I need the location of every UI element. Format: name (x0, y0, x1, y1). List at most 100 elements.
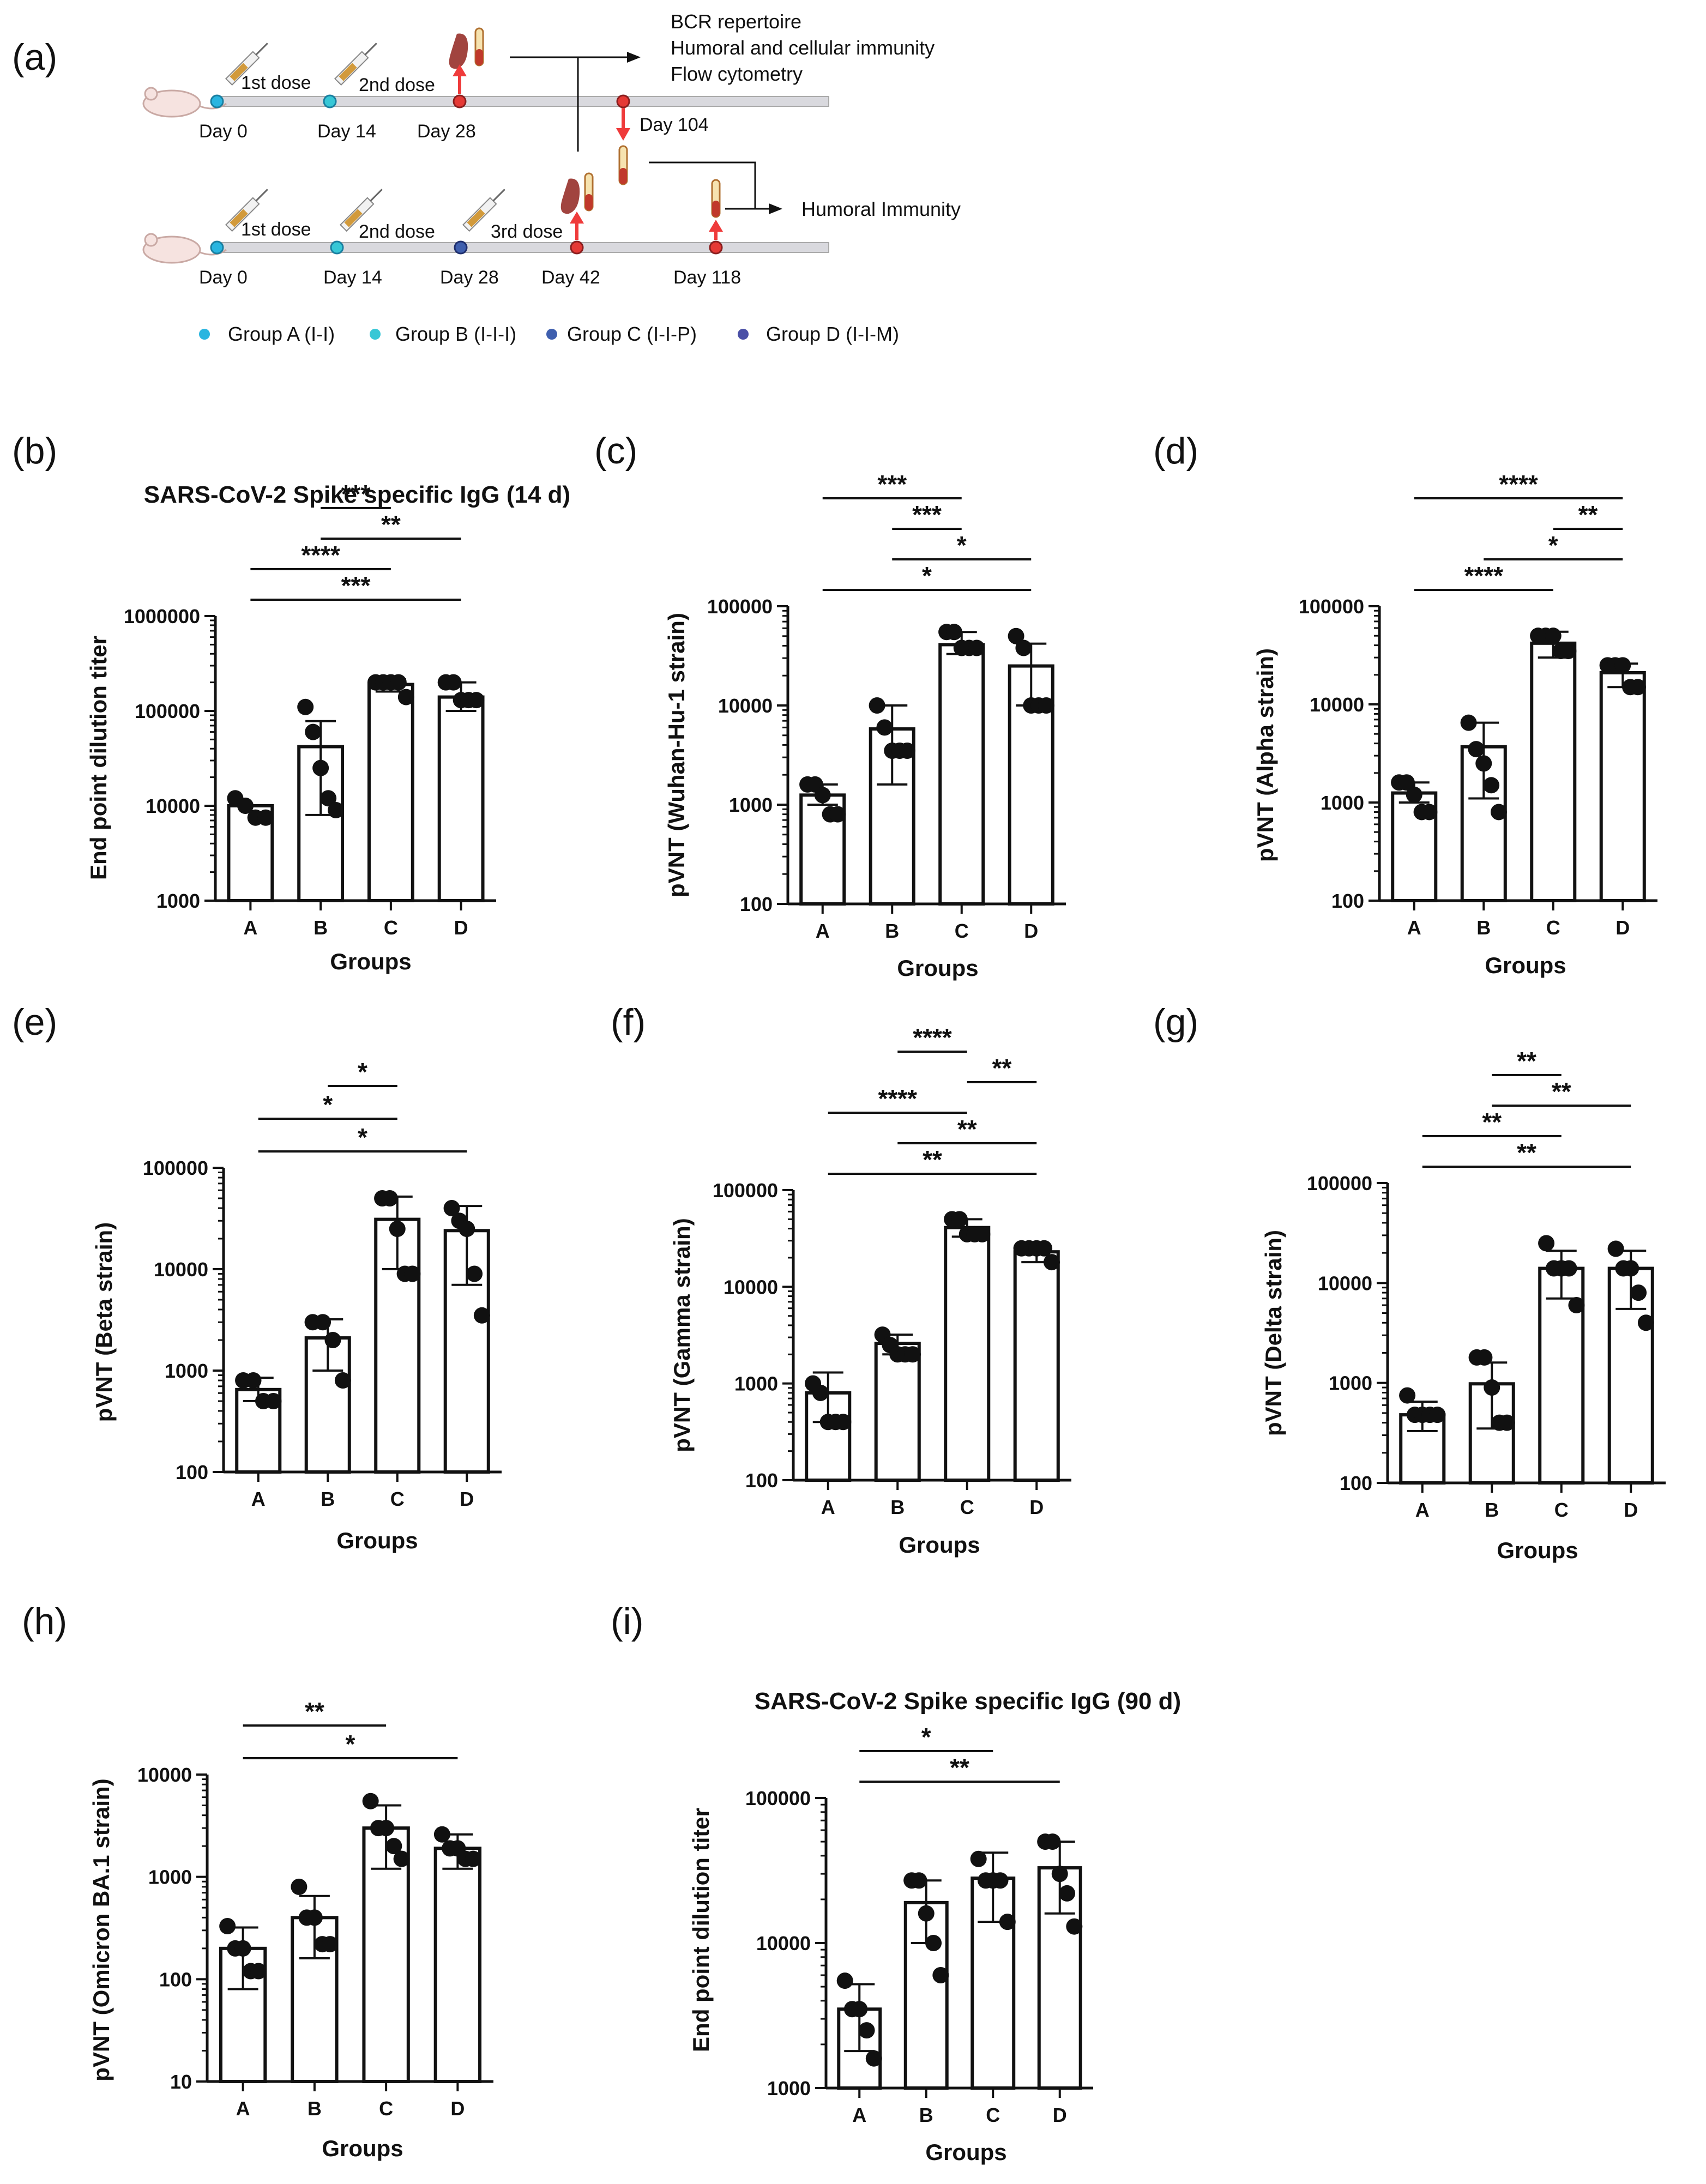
data-point (814, 787, 831, 804)
data-point (385, 1838, 402, 1855)
data-point (1051, 1866, 1068, 1883)
day-label: Day 14 (323, 267, 382, 288)
significance-label: *** (877, 470, 907, 498)
x-tick-label: C (379, 2097, 393, 2120)
data-point (1468, 741, 1485, 758)
scheme-panel: (a) 1st dose 2nd dose Day 0 Day 14 Day 2… (12, 10, 961, 345)
y-tick-label: 100000 (143, 1157, 208, 1179)
panel-label: (h) (22, 1601, 67, 1642)
data-point (1560, 1260, 1577, 1277)
data-point (812, 1384, 829, 1401)
data-point (1475, 755, 1492, 772)
y-tick-label: 100000 (1307, 1172, 1372, 1194)
syringe-icon (225, 43, 268, 86)
significance-label: * (358, 1123, 367, 1151)
legend-dot (370, 329, 381, 340)
x-tick-label: A (852, 2104, 866, 2126)
data-point (322, 1936, 339, 1953)
y-tick-label: 1000 (148, 1866, 192, 1889)
spleen-icon (449, 33, 468, 69)
x-axis-label: Groups (322, 2135, 403, 2161)
timeline-bar-top (215, 96, 829, 107)
x-tick-label: B (1476, 916, 1491, 939)
y-tick-label: 10000 (146, 795, 200, 817)
panel-label: (c) (594, 430, 637, 472)
day-label: Day 28 (440, 267, 499, 288)
data-point (970, 1850, 987, 1867)
y-axis-label: pVNT (Wuhan-Hu-1 strain) (664, 613, 689, 897)
chart-panel-g: (g) 100 1000 10000 100000 Groups pVNT (Delta s… (1153, 1001, 1666, 1563)
data-point (1015, 639, 1032, 656)
x-tick-label: B (1485, 1499, 1499, 1521)
day-label: Day 28 (417, 121, 476, 142)
data-point (1066, 1918, 1083, 1935)
chart-panel-h: (h) 10 100 1000 10000 Groups pVNT (Omicron BA.… (22, 1601, 493, 2161)
dose-label: 2nd dose (359, 221, 435, 242)
data-point (1630, 1284, 1647, 1301)
chart-panel-i: (i) SARS-CoV-2 Spike specific IgG (90 d) 1… (611, 1601, 1181, 2165)
arrow-up-head (453, 64, 467, 76)
data-point (433, 1826, 450, 1843)
panel-label: (g) (1153, 1001, 1198, 1043)
x-tick-label: D (1024, 920, 1038, 942)
y-tick-label: 100 (1331, 890, 1364, 912)
y-tick-label: 100000 (135, 700, 200, 722)
x-tick-label: D (1624, 1499, 1638, 1521)
y-axis-label: pVNT (Alpha strain) (1252, 648, 1278, 862)
data-point (1623, 1260, 1639, 1277)
y-tick-label: 10000 (137, 1764, 192, 1786)
spleen-icon (560, 178, 580, 214)
bar (362, 1826, 410, 2084)
legend-label: Group D (I-I-M) (766, 323, 899, 345)
day-label: Day 14 (317, 121, 376, 142)
data-point (466, 1265, 483, 1282)
significance-label: *** (912, 500, 942, 529)
data-point (1560, 643, 1577, 660)
data-point (1538, 1235, 1555, 1252)
mouse-icon (142, 233, 227, 264)
data-point (381, 1190, 398, 1206)
y-axis-label: pVNT (Beta strain) (91, 1222, 117, 1422)
data-point (925, 1935, 942, 1951)
significance-label: *** (341, 571, 371, 600)
panel-label: (f) (611, 1001, 646, 1043)
data-point (1398, 774, 1415, 791)
x-tick-label: D (460, 1488, 474, 1510)
y-tick-label: 10 (170, 2071, 192, 2093)
timepoint-dot (616, 94, 630, 108)
data-point (473, 1307, 490, 1324)
x-tick-label: C (1554, 1499, 1569, 1521)
x-tick-label: C (986, 2104, 1000, 2126)
y-tick-label: 100000 (745, 1787, 811, 1809)
significance-label: ** (1517, 1138, 1536, 1167)
day-label: Day 104 (640, 114, 709, 135)
bar (367, 683, 414, 902)
x-tick-label: D (1615, 916, 1630, 939)
data-point (932, 1967, 949, 1984)
y-axis-label: pVNT (Omicron BA.1 strain) (88, 1778, 114, 2081)
data-point (1607, 1240, 1624, 1257)
data-point (1043, 1254, 1060, 1271)
output-label: Flow cytometry (671, 63, 803, 85)
significance-label: * (957, 531, 967, 559)
chart-panel-c: (c) 100 1000 10000 100000 Groups pVNT (Wuhan-H… (594, 430, 1066, 981)
output-arrow-head (769, 203, 782, 214)
day-label: Day 42 (541, 267, 600, 288)
significance-label: **** (1499, 470, 1538, 498)
y-tick-label: 100000 (713, 1179, 778, 1202)
significance-label: *** (341, 480, 371, 508)
data-point (945, 624, 962, 641)
blood-tube-fill (475, 49, 483, 65)
data-point (869, 697, 885, 714)
y-tick-label: 1000 (165, 1360, 208, 1382)
data-point (1421, 804, 1438, 820)
bar (437, 695, 485, 902)
data-point (334, 1372, 351, 1389)
significance-label: * (922, 562, 932, 590)
arrow-up-head (709, 220, 723, 232)
data-point (1484, 1379, 1500, 1396)
panel-label: (i) (611, 1601, 643, 1642)
y-tick-label: 10000 (718, 695, 773, 717)
data-point (257, 809, 274, 826)
